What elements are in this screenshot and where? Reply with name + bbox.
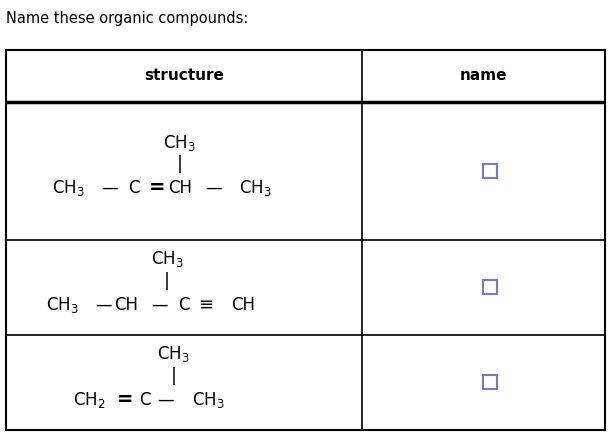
- Text: |: |: [170, 367, 176, 385]
- Bar: [483, 375, 497, 389]
- Text: |: |: [176, 155, 182, 173]
- Text: CH$_2$: CH$_2$: [73, 390, 106, 410]
- Text: —: —: [95, 295, 112, 314]
- Text: C: C: [139, 391, 150, 409]
- Text: structure: structure: [144, 68, 224, 83]
- Text: name: name: [460, 68, 507, 83]
- Text: C: C: [179, 295, 190, 314]
- Text: =: =: [148, 178, 165, 197]
- Text: ≡: ≡: [198, 295, 213, 314]
- Text: CH$_3$: CH$_3$: [52, 178, 85, 198]
- Text: —: —: [157, 391, 174, 409]
- Text: CH: CH: [231, 295, 255, 314]
- Text: |: |: [164, 272, 170, 290]
- Text: —: —: [205, 179, 222, 197]
- Text: C: C: [128, 179, 139, 197]
- Text: CH$_3$: CH$_3$: [157, 344, 190, 364]
- Text: CH$_3$: CH$_3$: [239, 178, 272, 198]
- Text: CH$_3$: CH$_3$: [163, 133, 196, 152]
- Text: CH$_3$: CH$_3$: [151, 249, 184, 269]
- Text: —: —: [101, 179, 118, 197]
- Text: Name these organic compounds:: Name these organic compounds:: [6, 11, 249, 26]
- Text: CH$_3$: CH$_3$: [192, 390, 224, 410]
- Bar: [483, 280, 497, 294]
- Text: CH: CH: [168, 179, 192, 197]
- Text: =: =: [116, 390, 133, 409]
- Text: CH$_3$: CH$_3$: [46, 295, 78, 314]
- Text: —: —: [151, 295, 168, 314]
- Bar: [483, 164, 497, 178]
- Bar: [6, 50, 605, 430]
- Text: CH: CH: [114, 295, 139, 314]
